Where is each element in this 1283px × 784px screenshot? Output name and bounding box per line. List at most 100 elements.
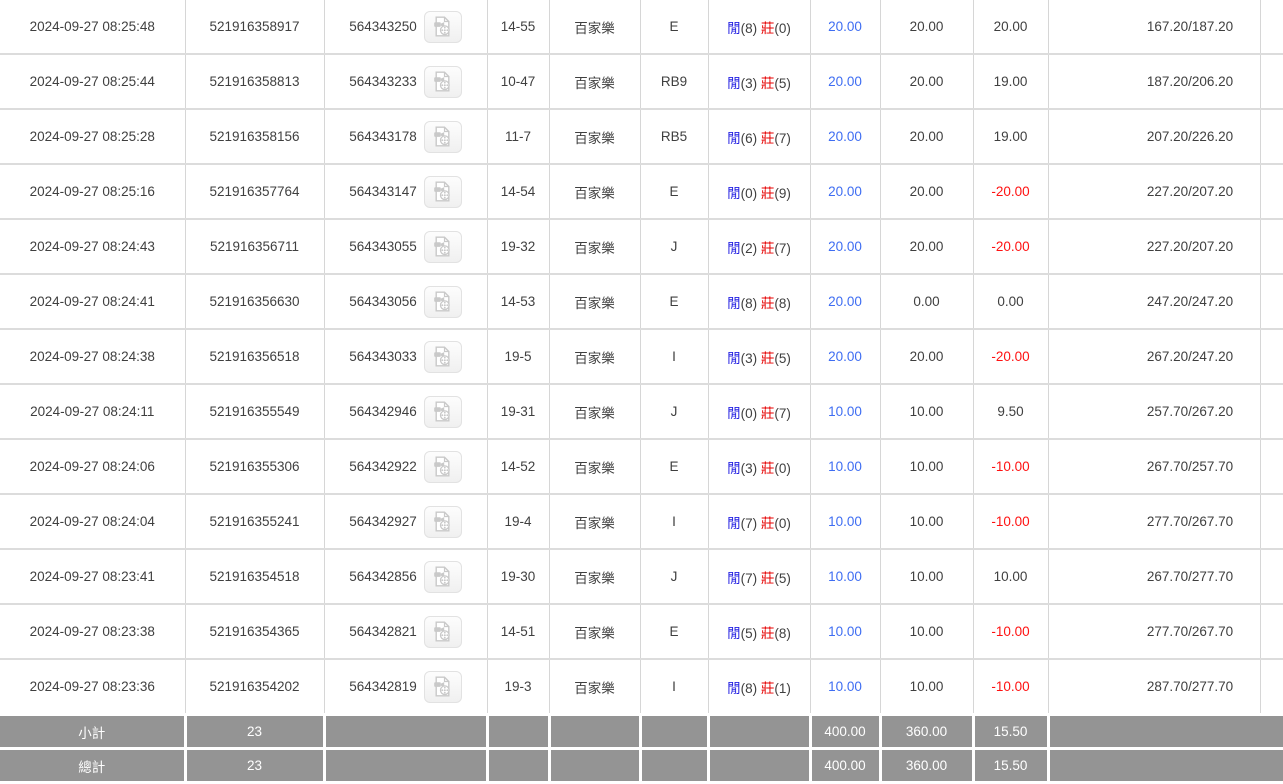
cell-game-name: 百家樂 — [548, 439, 641, 495]
video-replay-button[interactable] — [423, 175, 462, 208]
cell-bet-type-code: E — [639, 164, 709, 220]
video-file-icon — [434, 456, 451, 477]
bet-number: 564343056 — [349, 294, 417, 309]
bet-amount-link[interactable]: 10.00 — [828, 569, 862, 584]
player-points: (7) — [740, 570, 758, 586]
bet-amount-link[interactable]: 10.00 — [828, 514, 862, 529]
cell-bet-amount: 10.00 — [809, 384, 881, 440]
subtotal-label: 小計 — [0, 713, 187, 750]
cell-win-loss: -20.00 — [972, 219, 1049, 275]
video-file-icon — [434, 676, 451, 697]
cell-game-result: 閒(7) 莊(5) — [707, 549, 811, 605]
video-replay-button[interactable] — [423, 285, 462, 318]
bet-number: 564342946 — [349, 404, 417, 419]
bet-amount-link[interactable]: 10.00 — [828, 459, 862, 474]
cell-table-round: 14-53 — [486, 274, 550, 330]
video-replay-button[interactable] — [423, 230, 462, 263]
cell-valid-amount: 10.00 — [879, 659, 974, 716]
video-replay-button[interactable] — [423, 340, 462, 373]
bet-number: 564343033 — [349, 349, 417, 364]
cell-trailing-empty — [1259, 494, 1283, 550]
cell-table-round: 19-31 — [486, 384, 550, 440]
cell-table-round: 19-4 — [486, 494, 550, 550]
banker-result-label: 莊 — [760, 20, 775, 36]
bet-number: 564343178 — [349, 129, 417, 144]
video-replay-button[interactable] — [423, 560, 462, 593]
player-result-label: 閒 — [727, 240, 741, 256]
bet-amount-link[interactable]: 20.00 — [828, 74, 862, 89]
bet-amount-link[interactable]: 20.00 — [828, 294, 862, 309]
cell-valid-amount: 10.00 — [879, 439, 974, 495]
video-replay-button[interactable] — [423, 120, 462, 153]
player-points: (3) — [740, 75, 758, 91]
cell-game-name: 百家樂 — [548, 0, 641, 55]
cell-win-loss: -10.00 — [972, 494, 1049, 550]
cell-win-loss: -10.00 — [972, 659, 1049, 716]
table-row: 2024-09-27 08:25:16 521916357764 5643431… — [0, 164, 1283, 220]
player-result-label: 閒 — [727, 625, 741, 641]
cell-balance-before-after: 277.70/267.70 — [1047, 604, 1261, 660]
video-replay-button[interactable] — [423, 615, 462, 648]
banker-result-label: 莊 — [760, 75, 775, 91]
bet-amount-link[interactable]: 10.00 — [828, 679, 862, 694]
video-replay-button[interactable] — [423, 450, 462, 483]
table-row: 2024-09-27 08:23:36 521916354202 5643428… — [0, 659, 1283, 716]
table-row: 2024-09-27 08:25:44 521916358813 5643432… — [0, 54, 1283, 110]
cell-game-result: 閒(3) 莊(5) — [707, 329, 811, 385]
cell-valid-amount: 10.00 — [879, 494, 974, 550]
cell-bet-type-code: I — [639, 329, 709, 385]
banker-result-label: 莊 — [760, 515, 775, 531]
bet-amount-link[interactable]: 10.00 — [828, 624, 862, 639]
subtotal-empty-cell — [638, 713, 710, 750]
video-replay-button[interactable] — [423, 65, 462, 98]
cell-trailing-empty — [1259, 54, 1283, 110]
cell-bet-amount: 10.00 — [809, 659, 881, 716]
table-row: 2024-09-27 08:24:06 521916355306 5643429… — [0, 439, 1283, 495]
video-replay-button[interactable] — [423, 395, 462, 428]
table-row: 2024-09-27 08:25:28 521916358156 5643431… — [0, 109, 1283, 165]
bet-amount-link[interactable]: 20.00 — [828, 239, 862, 254]
bet-amount-link[interactable]: 20.00 — [828, 19, 862, 34]
banker-points: (0) — [774, 20, 791, 36]
bet-number: 564343233 — [349, 74, 417, 89]
cell-order-id: 521916358813 — [184, 54, 325, 110]
table-row: 2024-09-27 08:23:38 521916354365 5643428… — [0, 604, 1283, 660]
video-file-icon — [434, 71, 451, 92]
cell-order-id: 521916355306 — [184, 439, 325, 495]
cell-win-loss: -20.00 — [972, 164, 1049, 220]
cell-game-name: 百家樂 — [548, 219, 641, 275]
cell-bet-amount: 10.00 — [809, 494, 881, 550]
subtotal-empty-cell — [706, 713, 812, 750]
banker-points: (7) — [774, 405, 791, 421]
cell-bet-type-code: J — [639, 549, 709, 605]
cell-table-round: 19-5 — [486, 329, 550, 385]
bet-amount-link[interactable]: 20.00 — [828, 349, 862, 364]
video-replay-button[interactable] — [423, 670, 462, 703]
cell-game-name: 百家樂 — [548, 109, 641, 165]
player-points: (8) — [740, 20, 758, 36]
bet-number: 564342927 — [349, 514, 417, 529]
cell-bet-type-code: E — [639, 604, 709, 660]
cell-balance-before-after: 257.70/267.20 — [1047, 384, 1261, 440]
cell-bet-time: 2024-09-27 08:24:06 — [0, 439, 186, 495]
cell-bet-amount: 20.00 — [809, 164, 881, 220]
cell-balance-before-after: 207.20/226.20 — [1047, 109, 1261, 165]
bet-amount-link[interactable]: 10.00 — [828, 404, 862, 419]
banker-points: (7) — [774, 130, 791, 146]
subtotal-empty-cell — [322, 713, 489, 750]
cell-game-result: 閒(0) 莊(9) — [707, 164, 811, 220]
cell-bet-amount: 10.00 — [809, 604, 881, 660]
cell-bet-amount: 10.00 — [809, 549, 881, 605]
cell-bet-type-code: E — [639, 0, 709, 55]
video-file-icon — [434, 236, 451, 257]
video-replay-button[interactable] — [423, 10, 462, 43]
cell-order-id: 521916355549 — [184, 384, 325, 440]
cell-game-name: 百家樂 — [548, 274, 641, 330]
bet-amount-link[interactable]: 20.00 — [828, 184, 862, 199]
cell-win-loss: -20.00 — [972, 329, 1049, 385]
cell-trailing-empty — [1259, 549, 1283, 605]
cell-bet-number: 564342821 — [323, 604, 488, 660]
bet-amount-link[interactable]: 20.00 — [828, 129, 862, 144]
video-replay-button[interactable] — [423, 505, 462, 538]
cell-bet-amount: 20.00 — [809, 274, 881, 330]
